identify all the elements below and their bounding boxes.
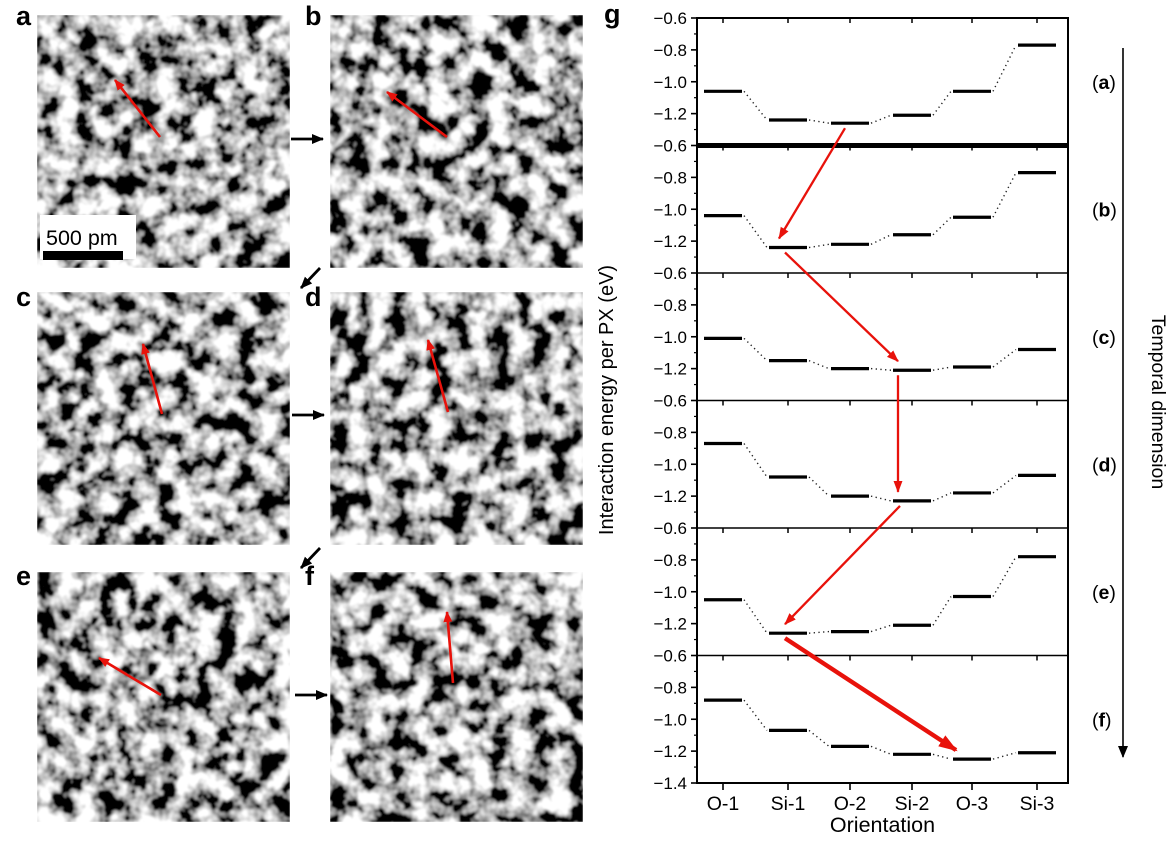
interaction-energy-chart: −0.6 −0.8 −1.0 −1.2 (a) −0.6 −0.8 −1.0 −1.2 (b) −0… [597,9,1169,837]
manipulation-arrow-e [98,656,162,697]
micrograph-e [37,572,290,822]
x-tick-Si-1: Si-1 [771,793,806,815]
y-axis-title: Interaction energy per PX (eV) [597,265,618,535]
transition-arrow-2 [784,251,899,363]
svg-text:−1.0: −1.0 [653,200,687,219]
micrograph-f [330,572,583,822]
subpanel-label-(c): (c) [1092,327,1116,349]
manipulation-arrow-d [426,339,450,413]
panel-label-e: e [16,561,32,591]
micrograph-a: 500 pm [37,15,290,268]
afm-texture [330,15,583,268]
svg-text:−1.2: −1.2 [653,232,687,251]
svg-text:−0.6: −0.6 [653,9,687,28]
temporal-dimension-label: Temporal dimension [1147,315,1169,490]
x-axis-title: Orientation [830,813,935,837]
chart-axes [691,17,1069,790]
subpanel-label-(a): (a) [1092,72,1116,94]
panel-label-d: d [305,282,322,312]
transition-arrow-1 [778,127,846,240]
svg-text:−1.2: −1.2 [653,487,687,506]
afm-image-b [330,15,583,268]
panel-label-c: c [16,282,32,312]
afm-image-f [330,572,583,822]
svg-text:−1.4: −1.4 [653,774,687,793]
svg-text:−0.8: −0.8 [653,423,687,442]
svg-text:−0.8: −0.8 [653,678,687,697]
x-tick-O-1: O-1 [707,793,740,815]
panel-label-g: g [604,0,621,29]
x-tick-O-3: O-3 [956,793,989,815]
svg-text:−0.8: −0.8 [653,41,687,60]
transition-arrows [778,127,958,752]
svg-text:−1.2: −1.2 [653,742,687,761]
afm-image-c [37,292,290,545]
transition-arrow-5 [783,636,958,752]
manipulation-arrow-f [443,611,455,684]
chart-text: −0.6 −0.8 −1.0 −1.2 (a) −0.6 −0.8 −1.0 −1.2 (b) −0… [597,9,1169,837]
svg-text:−0.6: −0.6 [653,137,687,156]
afm-image-d [330,292,583,545]
svg-text:−1.0: −1.0 [653,710,687,729]
subpanel-label-(b): (b) [1092,199,1117,221]
svg-text:−0.6: −0.6 [653,519,687,538]
panel-label-b: b [305,1,322,31]
afm-texture [37,292,290,545]
micrograph-c [37,292,290,545]
svg-text:−0.6: −0.6 [653,264,687,283]
svg-text:−1.2: −1.2 [653,615,687,634]
svg-text:−0.6: −0.6 [653,647,687,666]
svg-text:−1.2: −1.2 [653,105,687,124]
svg-text:−1.0: −1.0 [653,73,687,92]
manipulation-arrow-a [113,79,162,138]
svg-text:−1.0: −1.0 [653,328,687,347]
afm-image-a: 500 pm [37,15,290,268]
energy-levels [704,43,1056,761]
subpanel-label-(d): (d) [1092,454,1117,476]
subpanel-label-(f): (f) [1092,709,1112,731]
svg-text:−1.2: −1.2 [653,360,687,379]
subpanel-label-(e): (e) [1092,582,1116,604]
x-tick-Si-2: Si-2 [895,793,930,815]
micrograph-b [330,15,583,268]
micrograph-d [330,292,583,545]
scale-bar-label: 500 pm [46,226,118,250]
panel-label-f: f [305,561,314,591]
manipulation-arrow-b [386,90,448,139]
transition-arrow-4 [784,505,901,625]
afm-texture [37,572,290,822]
afm-texture [330,572,583,822]
svg-text:−0.8: −0.8 [653,168,687,187]
svg-text:−1.0: −1.0 [653,455,687,474]
x-tick-O-2: O-2 [834,793,867,815]
scale-bar: 500 pm [40,215,136,260]
svg-text:−0.8: −0.8 [653,296,687,315]
panel-label-a: a [16,1,32,31]
svg-text:−0.8: −0.8 [653,551,687,570]
manipulation-arrow-c [141,343,164,415]
svg-text:−1.0: −1.0 [653,583,687,602]
svg-text:−0.6: −0.6 [653,392,687,411]
x-tick-Si-3: Si-3 [1020,793,1055,815]
afm-image-e [37,572,290,822]
afm-texture [330,292,583,545]
